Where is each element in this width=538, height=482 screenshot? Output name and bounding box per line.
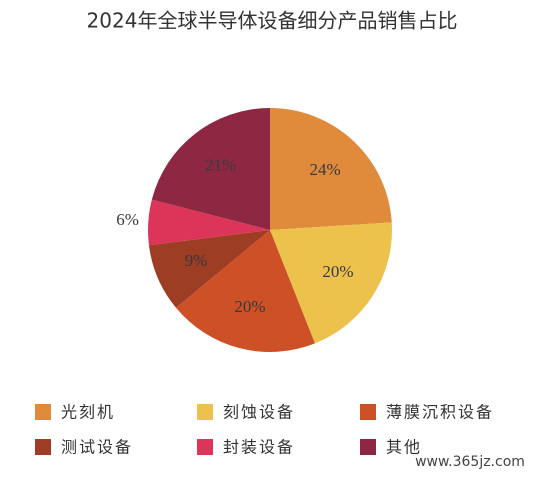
data-label: 6% — [116, 210, 139, 229]
legend-swatch — [197, 404, 213, 420]
legend-label: 测试设备 — [61, 438, 133, 457]
pie-slice — [270, 108, 392, 230]
pie-slice — [151, 108, 270, 230]
data-label: 9% — [185, 251, 208, 270]
legend-label: 其他 — [386, 438, 422, 457]
pie-slice — [270, 222, 392, 344]
legend-label: 封装设备 — [223, 438, 295, 457]
pie-slice — [175, 230, 315, 352]
data-label: 21% — [205, 155, 236, 174]
data-label: 24% — [310, 160, 341, 179]
legend-swatch — [197, 439, 213, 455]
pie-slice — [148, 199, 270, 246]
data-label: 20% — [322, 262, 353, 281]
legend-swatch — [360, 439, 376, 455]
legend-label: 光刻机 — [61, 403, 115, 422]
legend-swatch — [35, 404, 51, 420]
watermark: www.365jz.com — [415, 454, 525, 470]
legend-label: 刻蚀设备 — [223, 403, 295, 422]
data-label: 20% — [234, 297, 265, 316]
pie-slice — [148, 230, 270, 308]
legend-swatch — [360, 404, 376, 420]
chart-title: 2024年全球半导体设备细分产品销售占比 — [87, 9, 458, 33]
legend-swatch — [35, 439, 51, 455]
legend-label: 薄膜沉积设备 — [386, 403, 494, 422]
